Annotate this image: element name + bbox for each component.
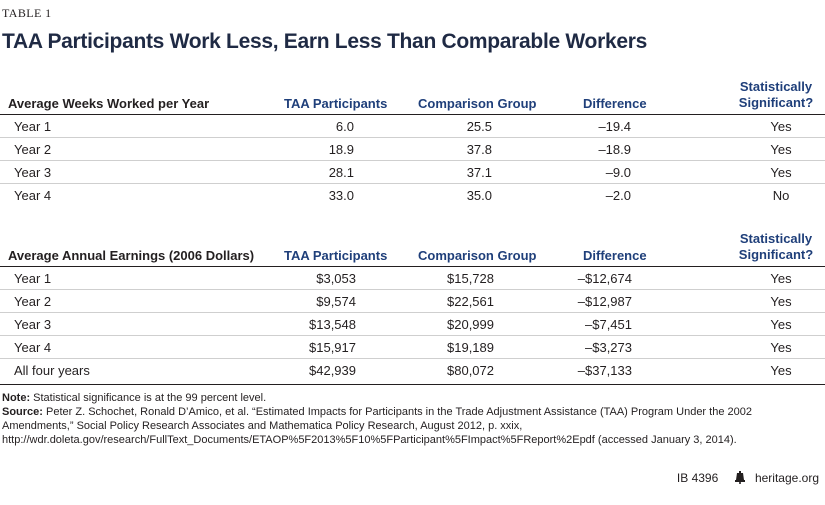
cell-participants: 33.0 (328, 188, 354, 203)
cell-difference: –9.0 (605, 165, 631, 180)
source-label: Source: (2, 406, 43, 418)
cell-participants: $13,548 (309, 317, 356, 332)
footer-divider (0, 384, 825, 385)
row-year: Year 2 (14, 142, 52, 157)
cell-significant: Yes (770, 165, 792, 180)
site-name: heritage.org (754, 471, 819, 485)
cell-comparison: 37.8 (466, 142, 492, 157)
cell-comparison: $80,072 (447, 363, 494, 378)
cell-comparison: $15,728 (447, 271, 494, 286)
col-comparison: Comparison Group (418, 96, 537, 111)
cell-significant: No (772, 188, 790, 203)
cell-difference: –19.4 (598, 119, 631, 134)
cell-difference: –2.0 (605, 188, 631, 203)
source-text: Peter Z. Schochet, Ronald D’Amico, et al… (2, 406, 752, 446)
weeks-header-label: Average Weeks Worked per Year (8, 96, 210, 111)
cell-significant: Yes (770, 119, 792, 134)
cell-participants: $42,939 (309, 363, 356, 378)
cell-participants: 18.9 (328, 142, 354, 157)
col-significant-line1: Statistically (739, 79, 813, 94)
table-title: TAA Participants Work Less, Earn Less Th… (2, 30, 647, 53)
source-line: Source: Peter Z. Schochet, Ronald D’Amic… (2, 405, 817, 447)
cell-comparison: $22,561 (447, 294, 494, 309)
table-row: Year 1 $3,053 $15,728 –$12,674 Yes (0, 267, 825, 290)
note-line: Note: Statistical significance is at the… (2, 391, 817, 405)
ib-number: IB 4396 (676, 471, 719, 485)
earnings-header: Average Annual Earnings (2006 Dollars) T… (0, 228, 825, 267)
table-row: Year 2 $9,574 $22,561 –$12,987 Yes (0, 290, 825, 313)
cell-significant: Yes (770, 294, 792, 309)
note-label: Note: (2, 392, 31, 404)
cell-difference: –$3,273 (585, 340, 632, 355)
col-significant-line1: Statistically (739, 231, 813, 246)
cell-comparison: 37.1 (466, 165, 492, 180)
col-participants: TAA Participants (284, 248, 388, 263)
cell-significant: Yes (770, 142, 792, 157)
cell-difference: –$12,674 (577, 271, 632, 286)
cell-comparison: 25.5 (466, 119, 492, 134)
earnings-section: Average Annual Earnings (2006 Dollars) T… (0, 228, 825, 381)
weeks-header: Average Weeks Worked per Year TAA Partic… (0, 76, 825, 115)
col-difference: Difference (583, 96, 647, 111)
weeks-section: Average Weeks Worked per Year TAA Partic… (0, 76, 825, 206)
col-comparison: Comparison Group (418, 248, 537, 263)
table-row: All four years $42,939 $80,072 –$37,133 … (0, 359, 825, 381)
col-difference: Difference (583, 248, 647, 263)
col-participants: TAA Participants (284, 96, 388, 111)
cell-participants: $9,574 (316, 294, 356, 309)
cell-difference: –$7,451 (585, 317, 632, 332)
col-significant: Statistically Significant? (731, 79, 821, 111)
cell-difference: –18.9 (598, 142, 631, 157)
cell-participants: 6.0 (335, 119, 354, 134)
table-row: Year 3 $13,548 $20,999 –$7,451 Yes (0, 313, 825, 336)
earnings-header-label: Average Annual Earnings (2006 Dollars) (8, 248, 255, 263)
table-label: TABLE 1 (2, 6, 52, 20)
row-year: Year 3 (14, 317, 52, 332)
row-year: Year 1 (14, 119, 52, 134)
table-row: Year 1 6.0 25.5 –19.4 Yes (0, 115, 825, 138)
table-row: Year 2 18.9 37.8 –18.9 Yes (0, 138, 825, 161)
table-row: Year 3 28.1 37.1 –9.0 Yes (0, 161, 825, 184)
cell-comparison: $19,189 (447, 340, 494, 355)
cell-comparison: 35.0 (466, 188, 492, 203)
cell-significant: Yes (770, 340, 792, 355)
note-text: Statistical significance is at the 99 pe… (30, 392, 267, 404)
liberty-bell-icon (734, 471, 746, 487)
footer-credit: IB 4396 heritage.org (677, 471, 819, 487)
row-year: Year 4 (14, 340, 52, 355)
notes-block: Note: Statistical significance is at the… (2, 391, 817, 447)
cell-difference: –$12,987 (577, 294, 632, 309)
row-year: Year 2 (14, 294, 52, 309)
cell-significant: Yes (770, 317, 792, 332)
table-row: Year 4 $15,917 $19,189 –$3,273 Yes (0, 336, 825, 359)
cell-participants: $15,917 (309, 340, 356, 355)
row-year: Year 3 (14, 165, 52, 180)
row-year: Year 1 (14, 271, 52, 286)
col-significant-line2: Significant? (738, 247, 814, 262)
earnings-rows: Year 1 $3,053 $15,728 –$12,674 Yes Year … (0, 267, 825, 381)
row-year: All four years (14, 363, 90, 378)
col-significant-line2: Significant? (738, 95, 814, 110)
cell-difference: –$37,133 (577, 363, 632, 378)
weeks-rows: Year 1 6.0 25.5 –19.4 Yes Year 2 18.9 37… (0, 115, 825, 206)
table-row: Year 4 33.0 35.0 –2.0 No (0, 184, 825, 206)
cell-significant: Yes (770, 271, 792, 286)
cell-significant: Yes (770, 363, 792, 378)
cell-comparison: $20,999 (447, 317, 494, 332)
cell-participants: 28.1 (328, 165, 354, 180)
cell-participants: $3,053 (316, 271, 356, 286)
row-year: Year 4 (14, 188, 52, 203)
col-significant: Statistically Significant? (731, 231, 821, 263)
